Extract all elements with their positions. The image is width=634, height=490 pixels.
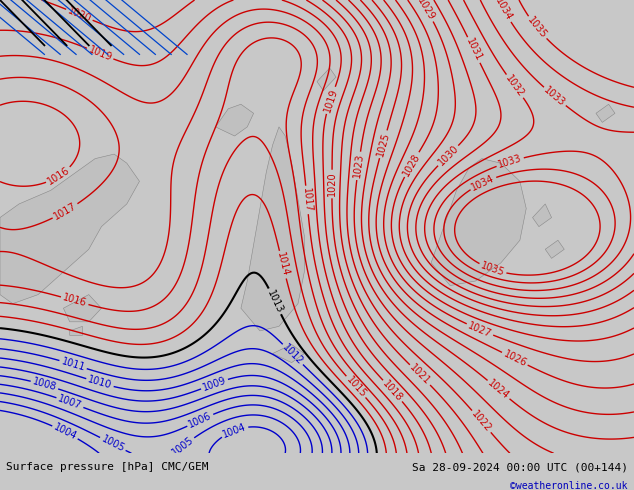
Text: Surface pressure [hPa] CMC/GEM: Surface pressure [hPa] CMC/GEM [6, 462, 209, 472]
Text: 1019: 1019 [322, 87, 339, 113]
Text: 1032: 1032 [503, 74, 526, 99]
Text: 1020: 1020 [66, 5, 93, 24]
Text: 1033: 1033 [497, 153, 523, 170]
Text: 1019: 1019 [87, 45, 113, 63]
Polygon shape [273, 344, 304, 363]
Text: 1022: 1022 [470, 409, 493, 434]
Text: 1015: 1015 [344, 374, 368, 399]
Text: 1034: 1034 [493, 0, 514, 23]
Text: 1034: 1034 [470, 173, 496, 193]
Text: 1024: 1024 [486, 378, 511, 401]
Text: 1023: 1023 [352, 153, 365, 179]
Polygon shape [596, 104, 615, 122]
Text: 1014: 1014 [275, 251, 290, 278]
Text: ©weatheronline.co.uk: ©weatheronline.co.uk [510, 481, 628, 490]
Text: 1035: 1035 [526, 15, 548, 40]
Text: 1025: 1025 [375, 131, 391, 157]
Text: Sa 28-09-2024 00:00 UTC (00+144): Sa 28-09-2024 00:00 UTC (00+144) [411, 462, 628, 472]
Text: 1030: 1030 [436, 144, 460, 168]
Text: 1008: 1008 [31, 377, 58, 393]
Text: 1009: 1009 [201, 375, 228, 393]
Text: 1017: 1017 [301, 187, 313, 213]
Text: 1031: 1031 [464, 37, 484, 63]
Text: 1027: 1027 [467, 320, 493, 339]
Polygon shape [431, 159, 526, 286]
Polygon shape [70, 326, 82, 335]
Text: 1006: 1006 [187, 411, 214, 430]
Polygon shape [216, 104, 254, 136]
Text: 1028: 1028 [401, 151, 422, 177]
Text: 1035: 1035 [479, 261, 506, 278]
Text: 1004: 1004 [221, 421, 248, 440]
Polygon shape [0, 154, 139, 304]
Text: 1021: 1021 [408, 363, 432, 387]
Polygon shape [545, 240, 564, 258]
Text: 1010: 1010 [87, 375, 113, 391]
Text: 1018: 1018 [381, 378, 404, 403]
Text: 1005: 1005 [170, 435, 195, 458]
Text: 1005: 1005 [100, 434, 126, 454]
Text: 1013: 1013 [265, 288, 285, 315]
Text: 1033: 1033 [542, 85, 567, 108]
Text: 1020: 1020 [327, 172, 337, 196]
Text: 1007: 1007 [56, 393, 83, 412]
Text: 1026: 1026 [501, 349, 528, 368]
Polygon shape [241, 127, 304, 331]
Text: 1011: 1011 [60, 356, 86, 373]
Polygon shape [317, 68, 336, 91]
Text: 1016: 1016 [46, 165, 72, 187]
Polygon shape [63, 294, 101, 322]
Text: 1029: 1029 [415, 0, 437, 22]
Text: 1012: 1012 [281, 342, 305, 367]
Text: 1016: 1016 [61, 293, 88, 309]
Text: 1017: 1017 [52, 201, 79, 222]
Polygon shape [533, 204, 552, 226]
Text: 1004: 1004 [52, 422, 79, 442]
